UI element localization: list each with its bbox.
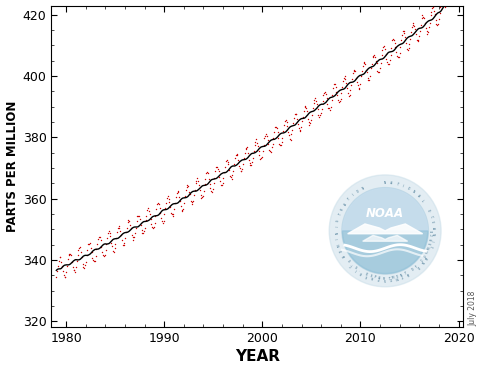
Text: July 2018: July 2018 [469,290,478,326]
X-axis label: YEAR: YEAR [235,349,280,364]
Y-axis label: PARTS PER MILLION: PARTS PER MILLION [5,101,19,232]
